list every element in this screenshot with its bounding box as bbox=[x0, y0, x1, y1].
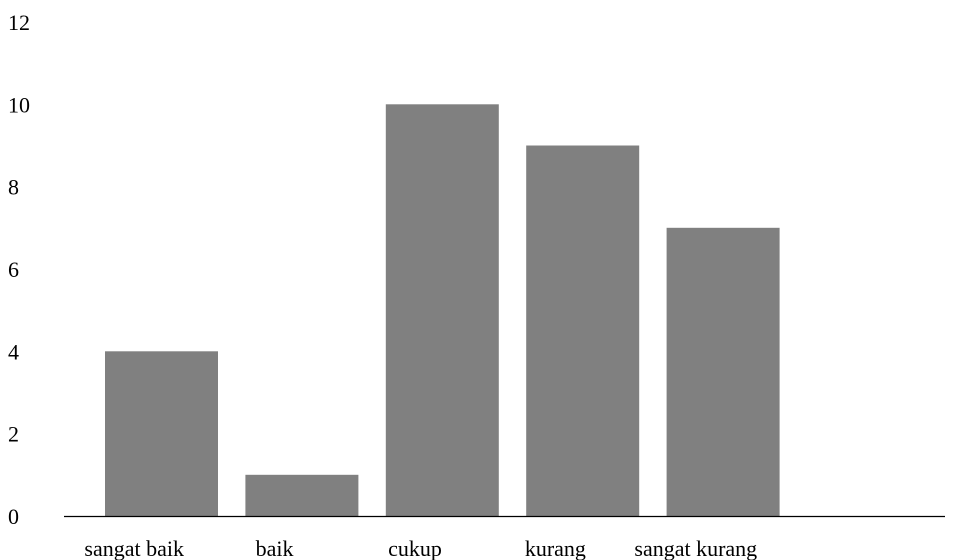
bars bbox=[105, 104, 780, 517]
y-tick-label: 6 bbox=[8, 257, 19, 282]
y-tick-label: 10 bbox=[8, 92, 30, 117]
y-tick-label: 2 bbox=[8, 422, 19, 447]
x-axis-category-labels: sangat baik baik cukup kurang sangat kurang bbox=[84, 536, 757, 560]
y-axis-tick-labels: 0 2 4 6 8 10 12 bbox=[8, 10, 30, 529]
x-category-label: kurang bbox=[525, 536, 586, 560]
x-category-label: sangat baik bbox=[84, 536, 184, 560]
y-tick-label: 12 bbox=[8, 10, 30, 35]
bar bbox=[105, 351, 218, 516]
bar bbox=[245, 474, 359, 516]
x-category-label: sangat kurang bbox=[634, 536, 757, 560]
bar bbox=[385, 104, 499, 517]
bar bbox=[666, 227, 780, 517]
x-category-label: cukup bbox=[388, 536, 442, 560]
y-tick-label: 0 bbox=[8, 504, 19, 529]
x-category-label: baik bbox=[256, 536, 294, 560]
y-tick-label: 8 bbox=[8, 175, 19, 200]
bar bbox=[526, 145, 640, 516]
y-tick-label: 4 bbox=[8, 339, 19, 364]
